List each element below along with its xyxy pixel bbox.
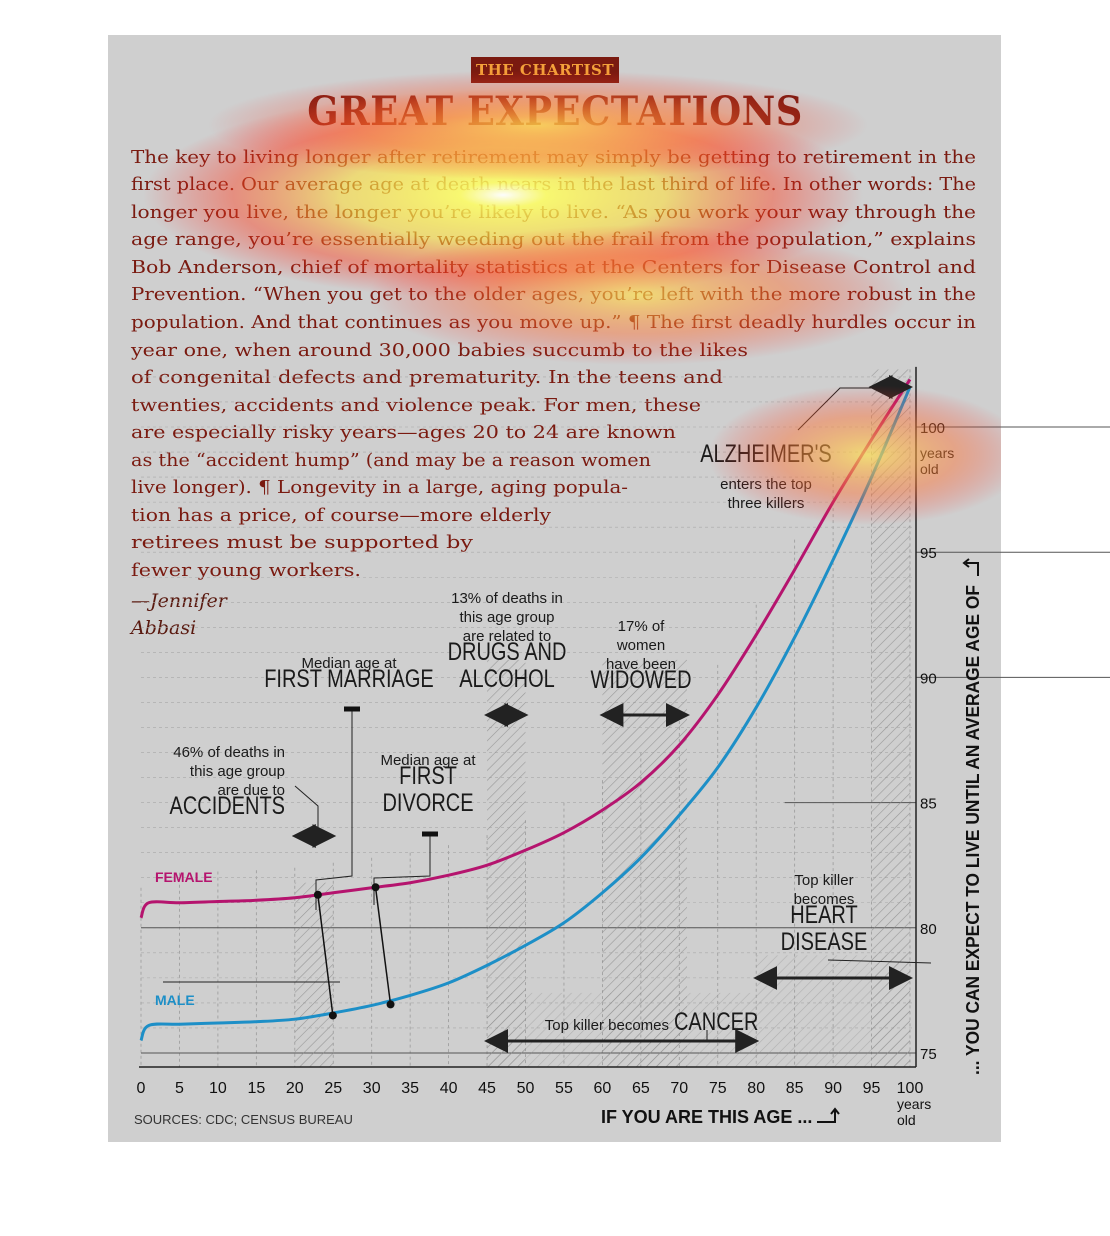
x-tick-label: 70 [670,1080,688,1097]
annotation-cancer: CANCER [674,1008,758,1036]
x-tick-label: 95 [863,1080,881,1097]
annotation-accidents: ACCIDENTS [169,792,285,820]
annotation-first-divorce: FIRST [399,762,457,790]
article-line: retirees must be supported by [131,533,473,553]
y-axis-label: ... YOU CAN EXPECT TO LIVE UNTIL AN AVER… [963,585,983,1075]
y-tick-label: 100 [920,420,945,437]
series-line-female [139,378,912,919]
article-line: fewer young workers. [131,561,361,581]
x-tick-label: 45 [478,1080,496,1097]
annotation-first-marriage: Median age at [301,655,397,672]
y-tick-label: 85 [920,796,937,813]
annotation-widowed: WIDOWED [590,666,691,694]
y-tick-label: 80 [920,921,937,938]
x-tick-label: 85 [786,1080,804,1097]
annotation-drugs: this age group [459,609,554,626]
annotation-widowed: have been [606,656,676,673]
article-line: are especially risky years—ages 20 to 24… [131,423,676,443]
y-tick-label: 95 [920,545,937,562]
x-tick-label: 30 [363,1080,381,1097]
y-axis-unit-line: old [920,461,939,477]
x-tick-label: 25 [324,1080,342,1097]
annotation-drugs: 13% of deaths in [451,590,563,607]
leader-line-heart [827,959,932,964]
x-tick-label: 75 [709,1080,727,1097]
annotation-drugs: ALCOHOL [459,665,555,693]
marker-dot-female-first-marriage [313,890,322,899]
hatched-range-heart [756,955,910,1067]
x-tick-label: 60 [594,1080,612,1097]
annotation-heart-disease: HEART [790,901,858,929]
article-line: live longer). ¶ Longevity in a large, ag… [131,478,628,498]
series-line-male [139,386,912,1042]
series-label-male: MALE [155,992,195,1008]
y-axis-arrow-icon [962,558,979,576]
x-axis-arrow-icon [817,1107,840,1123]
y-tick-label: 90 [920,670,937,687]
y-axis-unit: years old [920,445,954,477]
series-label-female: FEMALE [155,869,213,885]
marker-dot-male-first-marriage [328,1011,337,1020]
annotation-alzheimers: enters the top [720,476,812,493]
article-line: tion has a price, of course—more elderly [131,506,551,526]
x-tick-label: 90 [824,1080,842,1097]
annotation-accidents: 46% of deaths in [173,744,285,761]
byline-line: Abbasi [131,617,197,639]
article-line: as the “accident hump” (and may be a rea… [131,451,651,471]
leader-line-first-divorce [373,836,431,905]
x-tick-label: 55 [555,1080,573,1097]
x-tick-label: 50 [517,1080,535,1097]
annotation-accidents: are due to [217,782,285,799]
x-tick-label: 35 [401,1080,419,1097]
x-tick-label: 15 [247,1080,265,1097]
hatched-ranges [294,369,910,1068]
leader-line-alzheimers [797,387,873,431]
annotation-first-marriage: FIRST MARRIAGE [264,665,434,693]
marker-connector-first-divorce [374,887,392,1005]
x-tick-label: 20 [286,1080,304,1097]
marker-connector-first-marriage [317,894,334,1016]
byline: —Jennifer Abbasi [131,588,227,642]
leader-line-first-marriage [315,711,353,910]
marker-dot-male-first-divorce [386,1000,395,1009]
annotation-widowed: women [616,637,665,654]
annotation-first-divorce: Median age at [380,752,476,769]
x-tick-label: 0 [137,1080,146,1097]
annotation-cancer-lead: Top killer becomes [545,1017,669,1034]
x-axis-unit-line: years [897,1096,931,1112]
article-line: twenties, accidents and violence peak. F… [131,396,701,416]
marker-dot-female-first-divorce [371,883,380,892]
article-line: of congenital defects and prematurity. I… [131,368,723,388]
annotation-first-divorce: DIVORCE [382,789,473,817]
x-tick-label: 65 [632,1080,650,1097]
annotation-drugs: DRUGS AND [448,638,567,666]
sources-note: SOURCES: CDC; CENSUS BUREAU [134,1112,353,1127]
y-tick-label: 75 [920,1046,937,1063]
x-tick-label: 5 [175,1080,184,1097]
annotation-heart-disease: becomes [794,891,855,908]
x-tick-label: 40 [440,1080,458,1097]
annotation-alzheimers: three killers [728,495,805,512]
marker-tick-first-marriage [344,706,360,712]
x-axis-unit: years old [897,1096,931,1128]
annotation-widowed: 17% of [618,618,666,635]
hatched-range [294,882,334,1067]
marker-tick-first-divorce [422,831,438,837]
x-axis-unit-line: old [897,1112,916,1128]
x-tick-label: 80 [747,1080,765,1097]
x-tick-label: 100 [897,1080,924,1097]
byline-line: —Jennifer [131,590,227,612]
x-axis-label: IF YOU ARE THIS AGE ... [601,1107,812,1127]
annotation-drugs: are related to [463,628,551,645]
annotation-heart-disease: Top killer [794,872,853,889]
annotation-heart-disease: DISEASE [781,928,868,956]
annotation-alzheimers: ALZHEIMER'S [700,440,832,468]
series-lines: FEMALE MALE [139,378,912,1042]
annotation-accidents: this age group [190,763,285,780]
leader-line-accidents [294,785,319,828]
x-tick-label: 10 [209,1080,227,1097]
y-axis-unit-line: years [920,445,954,461]
